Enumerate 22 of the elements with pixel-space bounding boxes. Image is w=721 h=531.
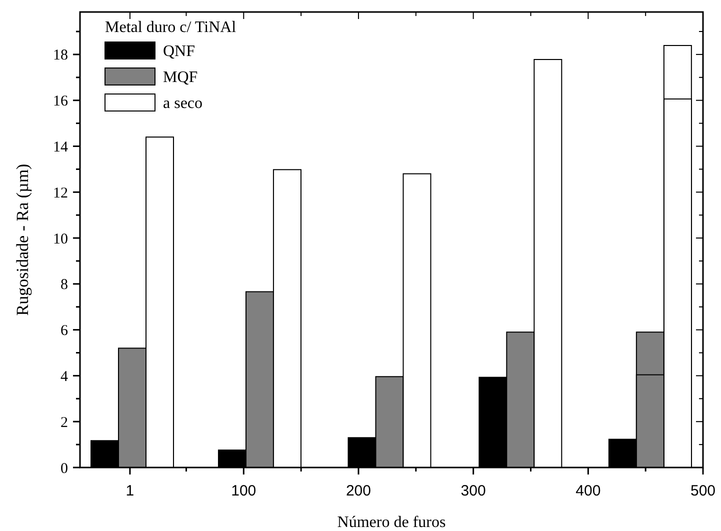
x-tick-label: 200: [346, 482, 371, 500]
y-axis-title: Rugosidade - Ra (µm): [13, 164, 32, 316]
y-tick-label: 8: [60, 277, 68, 294]
legend-title: Metal duro c/ TiNAl: [105, 19, 237, 36]
x-tick-label: 1: [126, 482, 134, 500]
y-tick-label: 10: [53, 231, 68, 248]
y-tick-label: 12: [53, 185, 68, 202]
y-tick-label: 14: [53, 139, 68, 156]
y-tick-label: 4: [60, 368, 68, 385]
y-tick-label: 18: [53, 48, 68, 64]
legend-label: a seco: [163, 95, 203, 112]
x-tick-label: 300: [460, 482, 486, 500]
y-tick-label: 0: [60, 460, 68, 477]
y-tick-label: 16: [53, 94, 68, 110]
x-axis-title: Número de furos: [337, 514, 446, 531]
x-tick-label: 100: [231, 482, 256, 500]
y-tick-label: 6: [60, 323, 68, 340]
legend-label: MQF: [163, 69, 198, 86]
x-tick-label: 400: [576, 482, 601, 500]
y-tick-label: 2: [60, 414, 68, 431]
legend-label: QNF: [163, 43, 196, 60]
x-tick-label: 500: [690, 482, 716, 500]
